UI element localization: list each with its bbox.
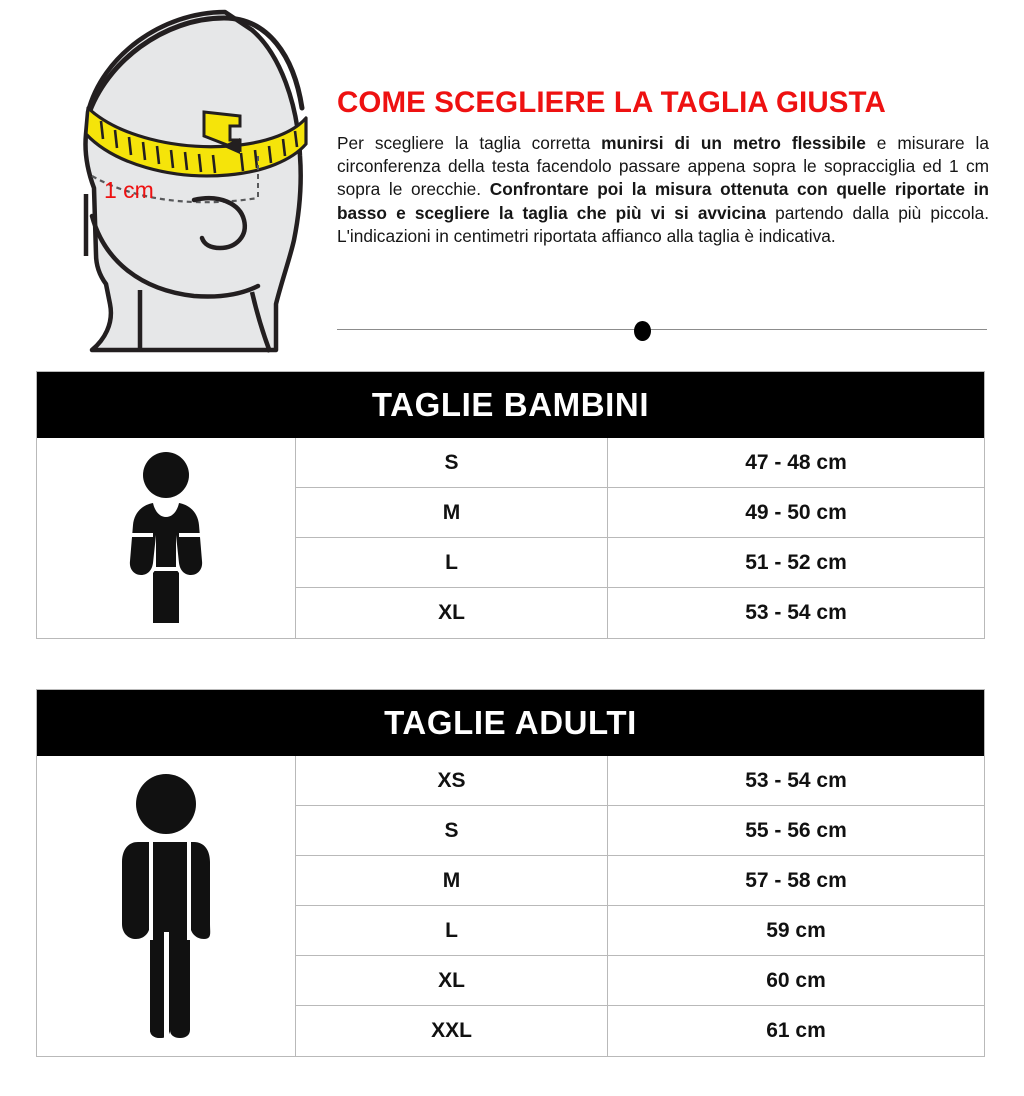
cell-measure: 57 - 58 cm [745,868,847,892]
size-table-bambini: TAGLIE BAMBINI S 47 - 48 cm M 49 - 50 cm… [36,371,985,639]
cell-measure: 51 - 52 cm [745,550,847,574]
divider-rule [337,329,987,330]
head-measurement-illustration: 1 cm [44,4,324,356]
table-row: S 47 - 48 cm [296,438,984,488]
child-figure-icon [129,452,203,623]
section-divider [337,318,987,342]
cell-size: S [296,438,608,487]
cell-measure: 61 cm [766,1019,826,1042]
table-row: XXL 61 cm [296,1006,984,1056]
table-body-bambini: S 47 - 48 cm M 49 - 50 cm L 51 - 52 cm X… [37,438,984,638]
cell-size: L [296,538,608,587]
intro-bold-1: munirsi di un metro flessibile [601,132,866,153]
cell-measure: 60 cm [766,968,826,992]
intro-text-block: COME SCEGLIERE LA TAGLIA GIUSTA Per sceg… [337,86,989,248]
intro-bold-2: Confrontare poi la misura ottenuta con q… [337,179,989,223]
adult-figure-icon [122,774,211,1038]
size-table-adulti: TAGLIE ADULTI XS 53 - 54 cm S 55 - 56 cm [36,689,985,1057]
divider-dot [634,321,651,341]
cell-measure: 53 - 54 cm [745,768,847,792]
intro-section: 1 cm COME SCEGLIERE LA TAGLIA GIUSTA Per… [0,0,1024,362]
cell-size: M [296,856,608,905]
table-row: XL 60 cm [296,956,984,1006]
cell-size: M [296,488,608,537]
tape-label: 1 cm [104,177,154,203]
intro-paragraph: Per scegliere la taglia corretta munirsi… [337,132,989,248]
cell-measure: 49 - 50 cm [745,500,847,524]
adult-figure-cell [37,756,296,1056]
intro-text-2: e misurare la circonferenza della testa … [337,132,989,200]
cell-size: XL [296,956,608,1005]
cell-measure: 47 - 48 cm [745,450,847,474]
bambini-rows: S 47 - 48 cm M 49 - 50 cm L 51 - 52 cm X… [296,438,984,638]
table-header-bambini: TAGLIE BAMBINI [37,372,984,438]
cell-size: S [296,806,608,855]
cell-size: XL [296,588,608,638]
table-row: L 59 cm [296,906,984,956]
table-row: M 57 - 58 cm [296,856,984,906]
measuring-tape-icon [84,106,308,178]
table-row: XL 53 - 54 cm [296,588,984,638]
table-row: L 51 - 52 cm [296,538,984,588]
table-body-adulti: XS 53 - 54 cm S 55 - 56 cm M 57 - 58 cm … [37,756,984,1056]
cell-size: L [296,906,608,955]
table-row: XS 53 - 54 cm [296,756,984,806]
page-title: COME SCEGLIERE LA TAGLIA GIUSTA [337,86,886,119]
cell-measure: 55 - 56 cm [745,818,847,842]
table-header-adulti: TAGLIE ADULTI [37,690,984,756]
child-figure-cell [37,438,296,638]
cell-size: XS [296,756,608,805]
adulti-rows: XS 53 - 54 cm S 55 - 56 cm M 57 - 58 cm … [296,756,984,1056]
table-row: M 49 - 50 cm [296,488,984,538]
cell-measure: 59 cm [766,918,826,942]
intro-text-3: partendo dalla più piccola. L'indicazion… [337,202,989,246]
cell-measure: 53 - 54 cm [745,601,847,624]
cell-size: XXL [296,1006,608,1056]
intro-text-1: Per scegliere la taglia corretta [337,132,602,153]
table-row: S 55 - 56 cm [296,806,984,856]
